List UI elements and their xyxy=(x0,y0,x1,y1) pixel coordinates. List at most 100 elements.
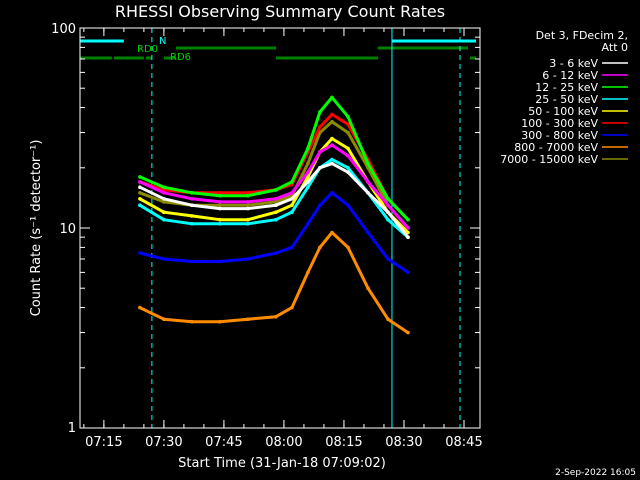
legend-label: 3 - 6 keV xyxy=(549,57,598,70)
data-point xyxy=(406,217,410,222)
data-point xyxy=(138,175,142,179)
data-point xyxy=(346,203,350,207)
data-point xyxy=(274,251,278,255)
data-point xyxy=(318,166,322,170)
data-point xyxy=(190,319,194,324)
data-point xyxy=(218,193,222,198)
data-point xyxy=(218,222,222,226)
x-tick-labels: 07:15 07:30 07:45 08:00 08:15 08:30 08:45 xyxy=(85,435,483,450)
data-point xyxy=(190,203,194,207)
x-tick-label: 07:30 xyxy=(145,435,182,450)
series-line-7 xyxy=(139,231,409,334)
data-point xyxy=(274,314,278,319)
generated-timestamp: 2-Sep-2022 16:05 xyxy=(555,468,636,478)
data-point xyxy=(346,170,350,174)
data-point xyxy=(346,153,350,158)
data-point xyxy=(190,214,194,218)
x-tick-label: 08:15 xyxy=(325,435,362,450)
y-tick-label-1: 1 xyxy=(68,421,76,436)
data-point xyxy=(162,200,166,204)
data-point xyxy=(406,330,410,335)
legend-label: 12 - 25 keV xyxy=(535,81,598,94)
data-point xyxy=(246,191,250,195)
data-point xyxy=(386,317,390,322)
data-point xyxy=(346,122,350,127)
data-point xyxy=(346,146,350,151)
data-point xyxy=(138,305,142,310)
data-point xyxy=(190,191,194,195)
data-point xyxy=(366,191,370,195)
data-point xyxy=(330,161,334,166)
data-point xyxy=(290,245,294,250)
data-point xyxy=(318,150,322,154)
data-point xyxy=(190,259,194,264)
data-point xyxy=(386,197,390,201)
x-tick-label: 07:15 xyxy=(85,435,122,450)
legend-label: 300 - 800 keV xyxy=(521,129,598,142)
data-point xyxy=(138,251,142,255)
data-point xyxy=(138,203,142,207)
data-point xyxy=(346,245,350,250)
data-point xyxy=(366,230,370,235)
rd0-label: RD0 xyxy=(137,44,158,55)
y-axis-label: Count Rate (s⁻¹ detector⁻¹) xyxy=(29,140,44,317)
chart-title: RHESSI Observing Summary Count Rates xyxy=(115,2,445,21)
data-point xyxy=(190,197,194,201)
data-point xyxy=(290,305,294,310)
legend-title-line1: Det 3, FDecim 2, xyxy=(536,29,628,42)
data-point xyxy=(366,161,370,166)
data-point xyxy=(318,203,322,207)
data-point xyxy=(274,203,278,207)
axis-ticks xyxy=(80,28,480,429)
data-point xyxy=(366,180,370,184)
data-point xyxy=(246,206,250,211)
data-point xyxy=(318,245,322,250)
data-point xyxy=(306,222,310,226)
data-point xyxy=(346,166,350,170)
data-point xyxy=(290,210,294,214)
data-point xyxy=(346,114,350,119)
data-point xyxy=(330,112,334,117)
data-point xyxy=(366,286,370,291)
data-point xyxy=(138,185,142,189)
data-point xyxy=(330,157,334,162)
series-line-2 xyxy=(139,95,410,221)
data-point xyxy=(138,197,142,201)
data-point xyxy=(274,210,278,214)
data-point xyxy=(190,222,194,226)
rd6-label: RD6 xyxy=(170,52,191,63)
data-point xyxy=(246,200,250,204)
data-point xyxy=(290,197,294,201)
data-point xyxy=(246,222,250,226)
data-point xyxy=(274,197,278,201)
y-tick-label-10: 10 xyxy=(59,222,76,237)
data-point xyxy=(274,188,278,192)
data-point xyxy=(218,203,222,207)
data-point xyxy=(162,210,166,214)
data-point xyxy=(246,257,250,261)
data-point xyxy=(406,235,410,239)
data-point xyxy=(318,125,322,129)
data-point xyxy=(218,259,222,264)
series-line-1 xyxy=(139,143,410,229)
data-point xyxy=(306,270,310,275)
data-point xyxy=(330,191,334,195)
x-tick-label: 08:30 xyxy=(385,435,422,450)
data-point xyxy=(318,110,322,114)
data-point xyxy=(386,257,390,261)
legend-label: 7000 - 15000 keV xyxy=(500,153,598,166)
x-tick-label: 08:00 xyxy=(265,435,302,450)
data-point xyxy=(330,136,334,141)
plot-frame xyxy=(79,27,481,429)
data-point xyxy=(218,217,222,222)
data-point xyxy=(162,257,166,261)
legend-label: 50 - 100 keV xyxy=(528,105,598,118)
legend-label: 800 - 7000 keV xyxy=(514,141,598,154)
data-point xyxy=(330,143,334,147)
data-point xyxy=(330,95,334,100)
y-tick-label-100: 100 xyxy=(51,22,76,37)
legend-label: 100 - 300 keV xyxy=(521,117,598,130)
data-point xyxy=(138,180,142,184)
data-point xyxy=(306,170,310,174)
